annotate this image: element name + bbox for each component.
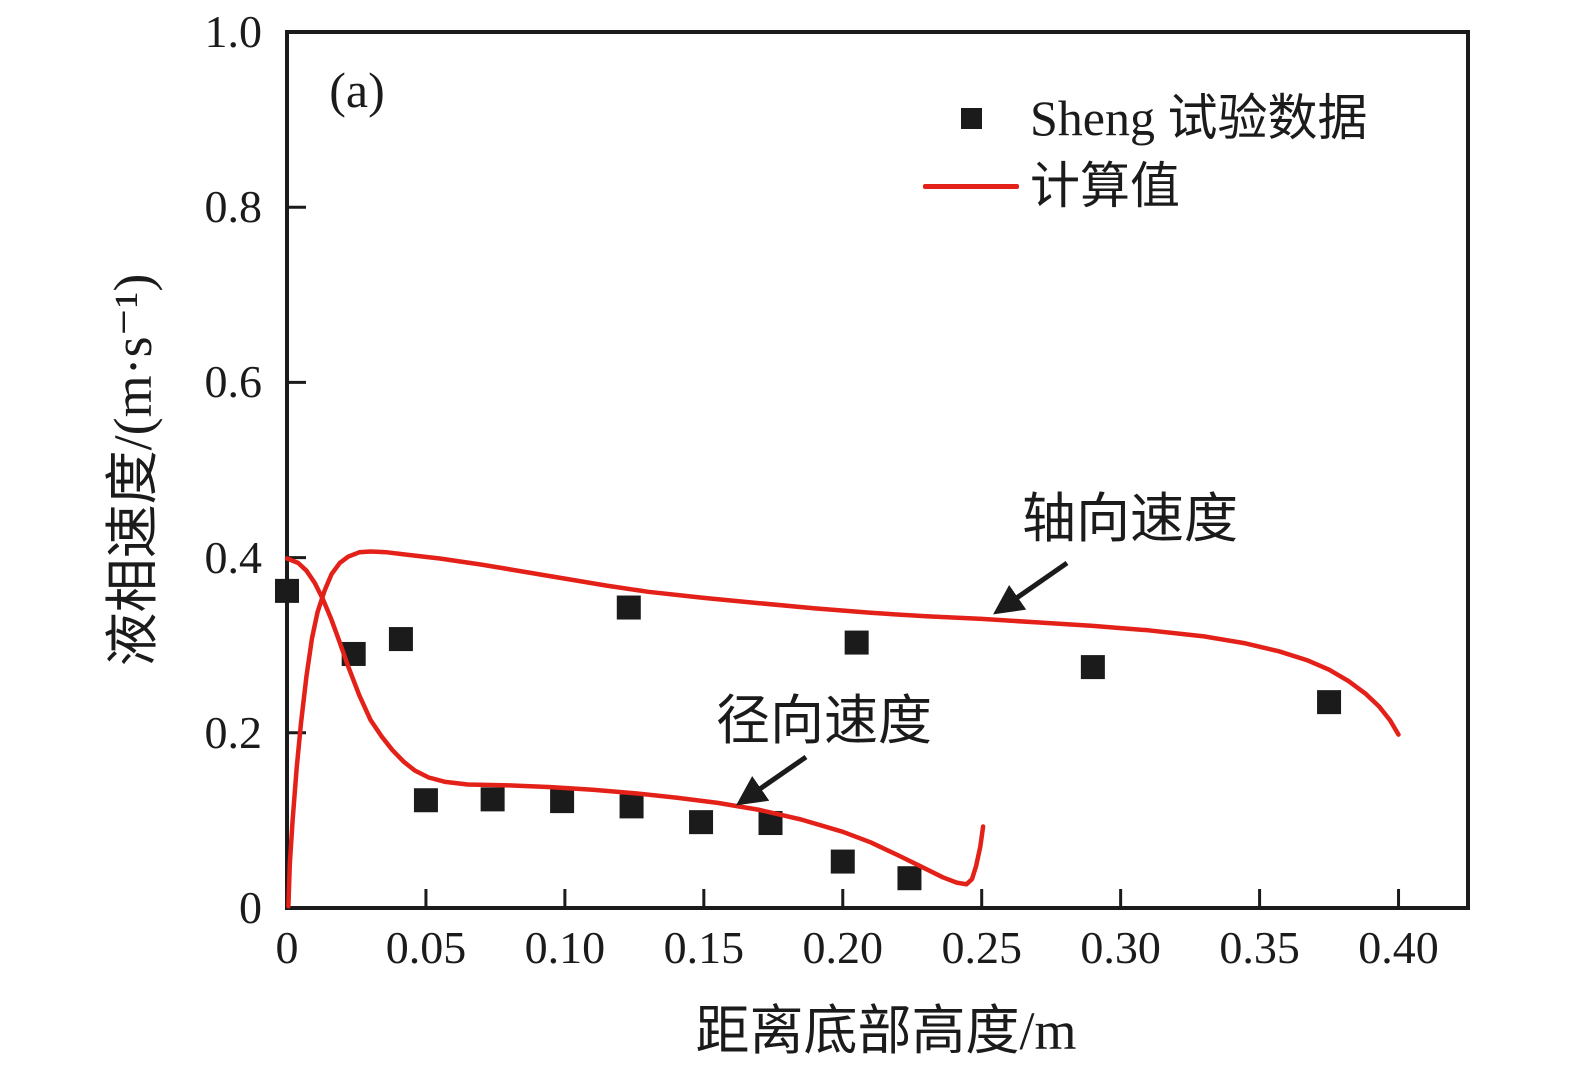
data-point-square xyxy=(480,787,505,812)
data-point-square xyxy=(616,595,641,620)
y-axis-label: 液相速度/(m·s⁻¹) xyxy=(103,273,163,667)
data-point-square xyxy=(550,789,575,814)
annotation-axial-velocity: 轴向速度 xyxy=(1022,489,1238,549)
x-tick-label: 0.20 xyxy=(802,922,884,973)
x-tick-label: 0.15 xyxy=(663,922,745,973)
axial-annotation-arrow xyxy=(993,560,1069,615)
square-marker-icon xyxy=(960,107,982,129)
legend-item-experimental: Sheng 试验数据 xyxy=(918,84,1368,152)
y-tick-label: 0.8 xyxy=(204,181,263,233)
x-tick-label: 0 xyxy=(275,922,299,973)
legend-label-experimental: Sheng 试验数据 xyxy=(1030,90,1368,146)
data-point-square xyxy=(275,578,299,603)
data-point-square xyxy=(897,866,922,891)
annotation-radial-velocity: 径向速度 xyxy=(716,691,932,751)
data-point-square xyxy=(689,810,714,835)
data-point-square xyxy=(388,627,413,652)
x-tick-label: 0.05 xyxy=(385,922,467,973)
y-tick-label: 0.4 xyxy=(204,531,263,583)
data-point-square xyxy=(844,630,869,655)
data-point-square xyxy=(413,788,438,813)
axis-frame xyxy=(285,30,1470,910)
curve-series-2 xyxy=(284,556,986,887)
curve-series-1 xyxy=(286,549,1401,909)
x-tick-label: 0.30 xyxy=(1080,922,1161,973)
y-tick-label: 0.2 xyxy=(204,706,263,758)
data-point-square xyxy=(1080,655,1105,680)
radial-annotation-arrow xyxy=(736,754,808,806)
y-tick-label: 0.6 xyxy=(204,356,263,408)
y-tick-label: 1.0 xyxy=(204,6,263,57)
data-point-square xyxy=(830,849,855,874)
x-tick-label: 0.40 xyxy=(1358,922,1439,973)
panel-label: (a) xyxy=(329,62,385,118)
x-tick-label: 0.10 xyxy=(524,922,606,973)
line-marker-icon xyxy=(923,183,1019,189)
data-point-square xyxy=(1317,690,1342,715)
legend-item-calculated: 计算值 xyxy=(918,152,1368,220)
y-tick-label: 0 xyxy=(239,882,262,933)
legend-label-calculated: 计算值 xyxy=(1030,158,1180,214)
data-point-square xyxy=(619,794,644,819)
x-tick-label: 0.25 xyxy=(941,922,1022,973)
x-axis-label: 距离底部高度/m xyxy=(695,1001,1077,1061)
legend: Sheng 试验数据 计算值 xyxy=(918,84,1368,220)
x-tick-label: 0.35 xyxy=(1219,922,1300,973)
